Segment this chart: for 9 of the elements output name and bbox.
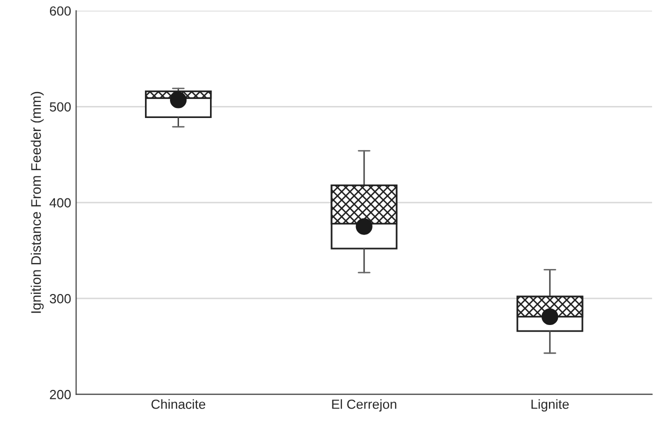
x-tick-label: Chinacite	[151, 399, 206, 409]
x-tick-label: El Cerrejon	[332, 399, 396, 412]
y-tick-label: 600	[50, 6, 71, 16]
y-tick-label: 500	[50, 102, 71, 112]
y-tick-label: 400	[50, 198, 71, 208]
y-tick-label: 200	[50, 390, 71, 400]
x-tick-label: Lignite	[532, 399, 569, 412]
y-tick-label: 300	[50, 294, 71, 304]
y-axis-title: Ignition Distance From Feeder (mm)	[30, 92, 44, 313]
